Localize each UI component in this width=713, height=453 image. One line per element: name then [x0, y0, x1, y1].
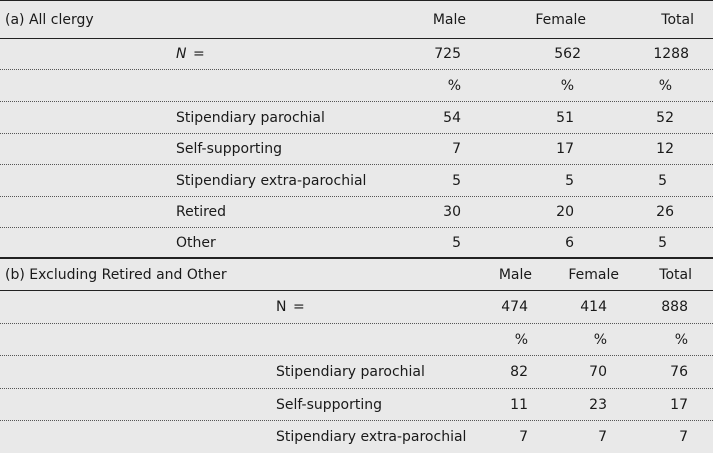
row-label: Stipendiary parochial	[276, 364, 425, 380]
percent-row: % % %	[0, 324, 713, 356]
cell-female: 23	[589, 396, 607, 413]
n-male: 474	[501, 299, 528, 315]
cell-male: 5	[452, 172, 461, 189]
table-row: Self-supporting 11 23 17	[0, 389, 713, 421]
row-label: Stipendiary extra-parochial	[276, 429, 467, 445]
cell-female: 20	[556, 204, 574, 220]
col-header-male: Male	[432, 11, 466, 28]
cell-female: 70	[589, 364, 607, 380]
pct-total: %	[658, 77, 672, 94]
percent-row: % % %	[0, 70, 713, 102]
cell-female: 7	[598, 429, 607, 445]
cell-male: 5	[452, 234, 461, 251]
col-header-female: Female	[568, 266, 619, 283]
cell-total: 26	[656, 204, 674, 220]
section-all-clergy: (a) All clergy Male Female Total N = 725…	[0, 0, 713, 257]
row-label: Self-supporting	[276, 396, 383, 413]
n-equals: =	[293, 299, 305, 315]
pct-total: %	[674, 331, 688, 348]
cell-male: 30	[443, 204, 461, 220]
table-row: Retired 30 20 26	[0, 197, 713, 228]
row-label: Stipendiary parochial	[176, 109, 325, 126]
section-title: (a) All clergy	[5, 11, 94, 28]
n-label: N	[176, 46, 187, 62]
n-female: 414	[580, 299, 607, 315]
col-header-male: Male	[498, 266, 532, 283]
cell-female: 51	[556, 109, 574, 126]
cell-male: 82	[510, 364, 528, 380]
cell-total: 17	[670, 396, 688, 413]
cell-male: 7	[452, 141, 461, 157]
cell-female: 5	[565, 172, 574, 189]
table-row: Stipendiary extra-parochial 7 7 7	[0, 421, 713, 453]
cell-total: 76	[670, 364, 688, 380]
pct-male: %	[514, 331, 528, 348]
row-label: Other	[176, 234, 216, 251]
n-total: 1288	[653, 46, 689, 62]
row-label: Retired	[176, 204, 227, 220]
header-row: (b) Excluding Retired and Other Male Fem…	[0, 259, 713, 291]
section-excluding-retired-other: (b) Excluding Retired and Other Male Fem…	[0, 257, 713, 453]
section-title: (b) Excluding Retired and Other	[5, 266, 227, 283]
pct-male: %	[447, 77, 461, 94]
cell-male: 54	[443, 109, 461, 126]
n-row: N = 474 414 888	[0, 291, 713, 324]
table-row: Stipendiary parochial 54 51 52	[0, 102, 713, 134]
pct-female: %	[560, 77, 574, 94]
cell-female: 17	[556, 141, 574, 157]
col-header-female: Female	[535, 11, 586, 28]
col-header-total: Total	[659, 266, 692, 283]
header-row: (a) All clergy Male Female Total	[0, 1, 713, 39]
table-row: Other 5 6 5	[0, 228, 713, 257]
n-label: N	[276, 299, 287, 315]
cell-female: 6	[565, 234, 574, 251]
n-total: 888	[661, 299, 688, 315]
n-female: 562	[554, 46, 581, 62]
row-label: Stipendiary extra-parochial	[176, 172, 367, 189]
n-male: 725	[434, 46, 461, 62]
table-row: Stipendiary extra-parochial 5 5 5	[0, 165, 713, 197]
cell-total: 12	[656, 141, 674, 157]
cell-total: 7	[679, 429, 688, 445]
cell-total: 5	[658, 234, 667, 251]
cell-total: 5	[658, 172, 667, 189]
table-row: Stipendiary parochial 82 70 76	[0, 356, 713, 389]
cell-total: 52	[656, 109, 674, 126]
col-header-total: Total	[661, 11, 694, 28]
pct-female: %	[593, 331, 607, 348]
n-equals: =	[193, 46, 205, 62]
cell-male: 11	[510, 396, 528, 413]
table-row: Self-supporting 7 17 12	[0, 134, 713, 165]
row-label: Self-supporting	[176, 141, 283, 157]
cell-male: 7	[519, 429, 528, 445]
n-row: N = 725 562 1288	[0, 39, 713, 70]
